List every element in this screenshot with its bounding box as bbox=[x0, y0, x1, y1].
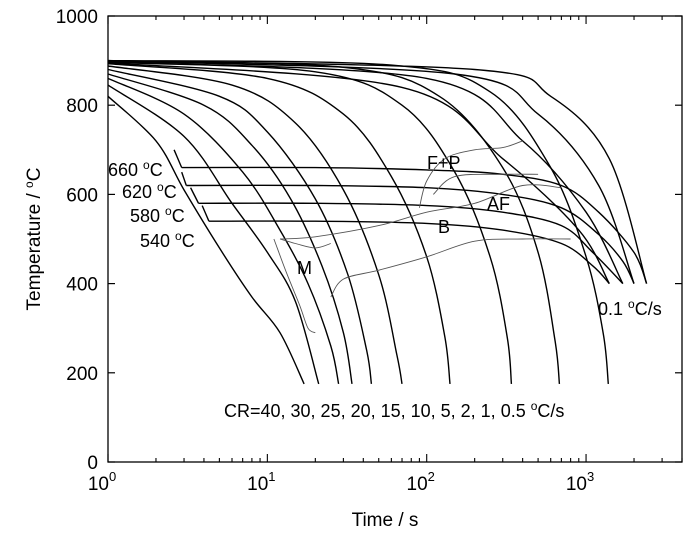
region-label-fp: F+P bbox=[427, 153, 461, 173]
region-label-m: M bbox=[297, 258, 312, 278]
cooling-curve bbox=[107, 77, 340, 385]
x-tick-label: 102 bbox=[407, 469, 435, 495]
phase-boundary-martensite-upper bbox=[279, 238, 331, 249]
cooling-curve bbox=[107, 73, 353, 385]
phase-boundary-bainite-start bbox=[279, 184, 562, 240]
x-tick-label: 101 bbox=[247, 469, 275, 495]
cooling-rates-label: CR=40, 30, 25, 20, 15, 10, 5, 2, 1, 0.5 … bbox=[224, 399, 564, 421]
y-tick-label: 400 bbox=[66, 275, 98, 296]
isothermal-label-540: 540 oC bbox=[140, 229, 195, 251]
cooling-curve bbox=[107, 59, 609, 384]
phase-boundary-bainite-finish bbox=[330, 238, 571, 298]
y-axis-title: Temperature / oC bbox=[22, 168, 45, 311]
slow-cooling-curve bbox=[107, 60, 635, 284]
y-tick-label: 600 bbox=[66, 185, 98, 206]
x-axis-title: Time / s bbox=[352, 510, 419, 531]
phase-boundary-martensite-start bbox=[273, 238, 316, 334]
region-label-b: B bbox=[438, 217, 450, 237]
slow-cooling-curve bbox=[107, 62, 610, 284]
isothermal-label-620: 620 oC bbox=[122, 180, 177, 202]
slow-cooling-curve bbox=[107, 61, 624, 284]
y-tick-label: 200 bbox=[66, 364, 98, 385]
phase-boundary-fp-start bbox=[418, 140, 523, 208]
cooling-curve bbox=[107, 84, 320, 385]
slow-rate-label: 0.1 oC/s bbox=[598, 297, 662, 319]
y-tick-label: 0 bbox=[87, 453, 98, 474]
plot-frame bbox=[107, 15, 683, 463]
slow-cooling-curve bbox=[107, 59, 648, 284]
curves-layer bbox=[107, 59, 648, 385]
isotherm-drop bbox=[201, 205, 210, 222]
isothermal-label-660: 660 oC bbox=[108, 158, 163, 180]
cooling-curve bbox=[107, 68, 373, 385]
isotherm-drop bbox=[173, 149, 183, 168]
y-tick-label: 800 bbox=[66, 96, 98, 117]
isotherm-drop bbox=[181, 171, 187, 186]
x-tick-label: 103 bbox=[566, 469, 594, 495]
cooling-curve bbox=[107, 95, 305, 385]
plot-area-border bbox=[107, 15, 683, 463]
isothermal-curve bbox=[186, 184, 635, 284]
isotherm-drop bbox=[189, 187, 200, 204]
isothermal-curve bbox=[208, 220, 610, 285]
isothermal-label-580: 580 oC bbox=[130, 204, 185, 226]
x-axis: 100 101 102 103 bbox=[88, 16, 683, 495]
cooling-curve bbox=[107, 61, 513, 384]
phase-boundary-fp-finish bbox=[432, 173, 539, 195]
x-tick-label: 100 bbox=[88, 469, 116, 495]
region-label-af: AF bbox=[487, 194, 510, 214]
y-axis: 0 200 400 600 800 1000 bbox=[56, 7, 682, 474]
isothermal-curve bbox=[198, 202, 624, 285]
y-tick-label: 1000 bbox=[56, 7, 98, 28]
